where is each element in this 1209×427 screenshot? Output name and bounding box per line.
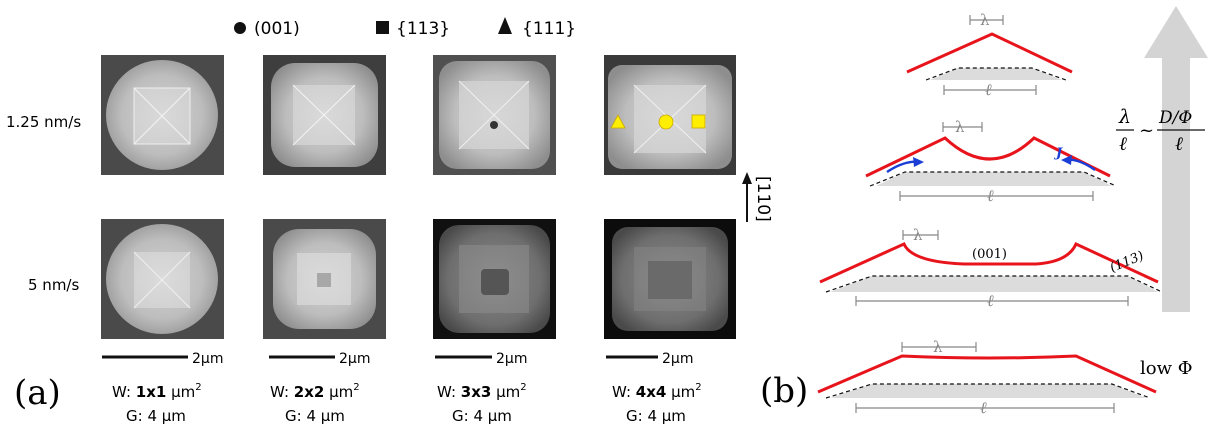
big-up-arrow xyxy=(1144,6,1208,312)
caption-w-3: W: 3x3 μm2 xyxy=(437,382,527,401)
profile-2-ell: ℓ xyxy=(987,186,994,205)
profile-3-facet-001: (001) xyxy=(972,247,1007,262)
profile-4-ell: ℓ xyxy=(980,398,987,417)
sem-image-2x2-fast xyxy=(263,219,386,339)
ratio-sim: ~ xyxy=(1139,120,1154,141)
scale-bar-label-3: 2μm xyxy=(496,351,527,367)
ratio-ell: ℓ xyxy=(1119,133,1127,155)
scale-bars: 2μm 2μm 2μm 2μm xyxy=(102,351,693,367)
profile-3-ell: ℓ xyxy=(987,291,994,310)
panel-b: λ ℓ ~ D/Φ ℓ λ ℓ xyxy=(760,6,1208,417)
marker-111 xyxy=(610,114,626,129)
panel-a-label: (a) xyxy=(14,373,61,413)
marker-113 xyxy=(691,114,706,129)
profile-3-lambda: λ xyxy=(913,226,923,244)
profile-2-j: J xyxy=(1053,146,1063,161)
ratio-ell-2: ℓ xyxy=(1175,133,1183,155)
sem-image-4x4-slow xyxy=(604,55,736,175)
sem-image-2x2-slow xyxy=(263,55,386,175)
direction-indicator: [110] xyxy=(742,172,773,222)
sem-row-1 xyxy=(101,55,736,175)
profile-1: λ ℓ xyxy=(906,11,1073,99)
ratio-d-phi: D/Φ xyxy=(1158,108,1192,128)
sem-image-1x1-slow xyxy=(101,55,224,175)
profile-2: J λ ℓ xyxy=(865,118,1117,205)
direction-label: [110] xyxy=(753,176,773,222)
sem-image-4x4-fast xyxy=(604,219,736,339)
ratio-lambda: λ xyxy=(1118,106,1131,128)
profile-3: λ (001) (113) ℓ xyxy=(819,226,1163,310)
caption-g-3: G: 4 μm xyxy=(452,407,512,425)
row-label-5: 5 nm/s xyxy=(28,276,79,294)
sem-row-2 xyxy=(101,219,736,339)
sem-image-3x3-slow xyxy=(433,55,556,175)
profile-1-lambda: λ xyxy=(980,11,990,29)
legend-label-001: (001) xyxy=(254,19,300,39)
profile-4-lambda: λ xyxy=(933,338,943,356)
column-captions: W: 1x1 μm2 G: 4 μm W: 2x2 μm2 G: 4 μm W:… xyxy=(112,382,702,425)
panel-b-label: (b) xyxy=(760,371,808,411)
scale-bar-label-4: 2μm xyxy=(662,351,693,367)
sem-image-1x1-fast xyxy=(101,219,224,339)
caption-g-4: G: 4 μm xyxy=(626,407,686,425)
sem-image-3x3-fast xyxy=(433,219,556,339)
legend-label-113: {113} xyxy=(396,19,450,39)
row-label-1-25: 1.25 nm/s xyxy=(6,113,81,131)
panel-a: (001) {113} {111} 1.25 nm/s 5 nm/s xyxy=(6,17,773,425)
caption-g-1: G: 4 μm xyxy=(126,407,186,425)
low-phi-label: low Φ xyxy=(1140,358,1192,379)
scale-bar-label-1: 2μm xyxy=(192,351,223,367)
caption-w-2: W: 2x2 μm2 xyxy=(270,382,360,401)
caption-g-2: G: 4 μm xyxy=(285,407,345,425)
profile-2-lambda: λ xyxy=(955,118,965,136)
profile-1-ell: ℓ xyxy=(985,80,992,99)
profile-3-facet-113: (113) xyxy=(1108,249,1146,276)
ratio-formula: λ ℓ ~ D/Φ ℓ xyxy=(1116,106,1205,155)
scale-bar-label-2: 2μm xyxy=(339,351,370,367)
legend: (001) {113} {111} xyxy=(234,17,576,39)
legend-square-marker xyxy=(376,21,389,34)
profile-4: λ ℓ xyxy=(817,338,1157,417)
legend-label-111: {111} xyxy=(522,19,576,39)
legend-triangle-marker xyxy=(498,17,512,34)
caption-w-4: W: 4x4 μm2 xyxy=(612,382,702,401)
caption-w-1: W: 1x1 μm2 xyxy=(112,382,202,401)
marker-001 xyxy=(658,114,674,130)
legend-circle-marker xyxy=(234,22,246,34)
